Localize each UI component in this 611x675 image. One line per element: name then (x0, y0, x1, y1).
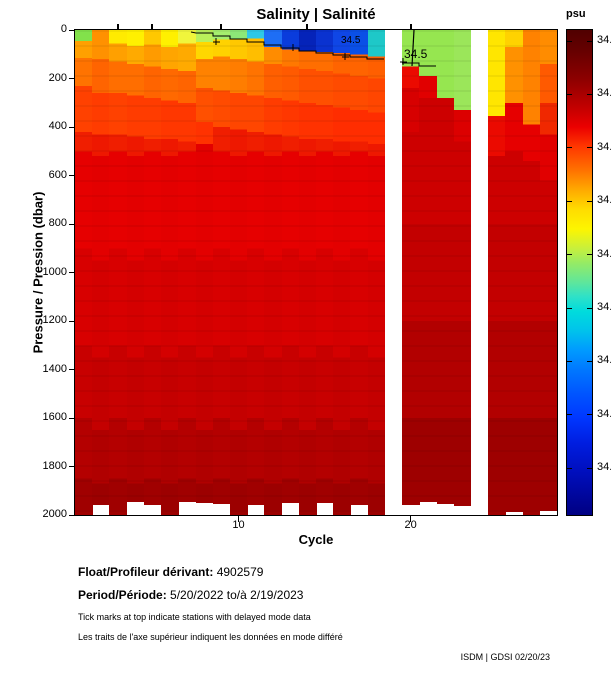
y-tick-label: 0 (60, 23, 67, 35)
heatmap-column (333, 30, 351, 515)
colorbar-tick-right (587, 93, 592, 95)
colorbar-tick-label: 34.3 (597, 354, 611, 367)
colorbar-tick-label: 34.7 (597, 140, 611, 153)
y-axis-tick (69, 369, 75, 370)
colorbar-tick-label: 34.2 (597, 407, 611, 420)
heatmap-column (212, 30, 231, 505)
y-axis-tick (69, 417, 75, 419)
heatmap-column (522, 30, 541, 515)
colorbar-tick-label: 34.6 (597, 194, 611, 207)
colorbar-tick-label: 34.5 (597, 247, 611, 260)
heatmap-column (488, 30, 506, 515)
y-tick-label: 200 (48, 71, 67, 84)
colorbar-tick-label: 34.8 (597, 87, 611, 100)
colorbar (566, 29, 593, 516)
y-axis-tick (69, 175, 75, 176)
y-axis-tick (69, 29, 75, 31)
y-tick-label: 2000 (42, 508, 67, 520)
y-axis-tick (69, 514, 75, 516)
heatmap-column (453, 30, 472, 506)
heatmap-plot (74, 29, 558, 516)
colorbar-tick-label: 34.9 (597, 34, 611, 46)
heatmap-column (539, 30, 557, 512)
y-axis-tick (69, 126, 75, 128)
colorbar-tick-label: 34.4 (597, 301, 611, 313)
heatmap-column (143, 30, 162, 506)
heatmap-column (247, 30, 265, 505)
colorbar-tick-label: 34.1 (597, 461, 611, 474)
y-tick-label: 1200 (42, 314, 67, 326)
colorbar-tick-left (567, 147, 572, 149)
heatmap-column (281, 30, 300, 504)
y-axis-tick (69, 223, 75, 225)
heatmap-column (178, 30, 197, 502)
float-id-value: 4902579 (216, 565, 264, 579)
x-axis-label: Cycle (298, 532, 334, 547)
heatmap-column (92, 30, 110, 505)
colorbar-tick-right (587, 467, 592, 469)
colorbar-tick-right (587, 40, 592, 42)
heatmap-column (195, 30, 214, 503)
colorbar-unit-label: psu (566, 8, 586, 20)
colorbar-tick-left (567, 40, 572, 42)
colorbar-tick-right (587, 200, 592, 202)
colorbar-tick-left (567, 200, 572, 202)
float-id-label: Float/Profileur dérivant: (78, 565, 214, 579)
colorbar-tick-left (567, 254, 572, 256)
heatmap-column (161, 30, 179, 515)
y-axis-tick (69, 320, 75, 322)
heatmap-column (436, 30, 455, 504)
float-id-line: Float/Profileur dérivant: 4902579 (78, 565, 263, 579)
colorbar-tick-right (587, 307, 592, 309)
x-axis-tick (410, 516, 412, 522)
heatmap-column (298, 30, 317, 515)
note-english: Tick marks at top indicate stations with… (78, 612, 311, 622)
y-axis-tick (69, 466, 75, 467)
heatmap-column (419, 30, 438, 502)
colorbar-tick-right (587, 414, 592, 416)
heatmap-column (264, 30, 283, 515)
period-line: Period/Période: 5/20/2022 to/à 2/19/2023 (78, 588, 303, 602)
figure-title: Salinity | Salinité (256, 6, 376, 23)
period-label: Period/Période: (78, 588, 167, 602)
delayed-mode-tick (306, 24, 309, 29)
heatmap-column (350, 30, 369, 505)
heatmap-column (109, 30, 128, 515)
x-tick-label: 20 (404, 519, 417, 531)
y-tick-label: 1600 (42, 411, 67, 423)
heatmap-column (126, 30, 145, 503)
heatmap-column (505, 30, 524, 513)
heatmap-column (402, 30, 420, 505)
y-axis-tick (69, 272, 75, 273)
delayed-mode-tick (151, 24, 154, 29)
credit-stamp: ISDM | GDSI 02/20/23 (460, 652, 550, 662)
y-tick-label: 1400 (42, 362, 67, 375)
y-tick-label: 600 (48, 168, 67, 181)
heatmap-column (75, 30, 93, 515)
y-tick-label: 400 (48, 120, 67, 132)
colorbar-tick-left (567, 307, 572, 309)
delayed-mode-tick (220, 24, 223, 29)
heatmap-column (367, 30, 386, 515)
delayed-mode-tick (117, 24, 120, 29)
colorbar-tick-right (587, 254, 592, 256)
y-tick-label: 1800 (42, 459, 67, 472)
delayed-mode-tick (409, 24, 412, 29)
colorbar-tick-left (567, 467, 572, 469)
heatmap-column (229, 30, 248, 515)
x-tick-label: 10 (232, 519, 245, 531)
x-axis-tick (238, 516, 240, 522)
colorbar-tick-right (587, 360, 592, 362)
colorbar-tick-left (567, 414, 572, 416)
y-axis-tick (69, 78, 75, 79)
colorbar-tick-left (567, 93, 572, 95)
colorbar-tick-right (587, 147, 592, 149)
heatmap-column (316, 30, 334, 504)
colorbar-tick-left (567, 360, 572, 362)
period-value: 5/20/2022 to/à 2/19/2023 (170, 588, 304, 602)
note-french: Les traits de l'axe supérieur indiquent … (78, 632, 343, 642)
y-tick-label: 1000 (42, 265, 67, 278)
y-tick-label: 800 (48, 217, 67, 229)
